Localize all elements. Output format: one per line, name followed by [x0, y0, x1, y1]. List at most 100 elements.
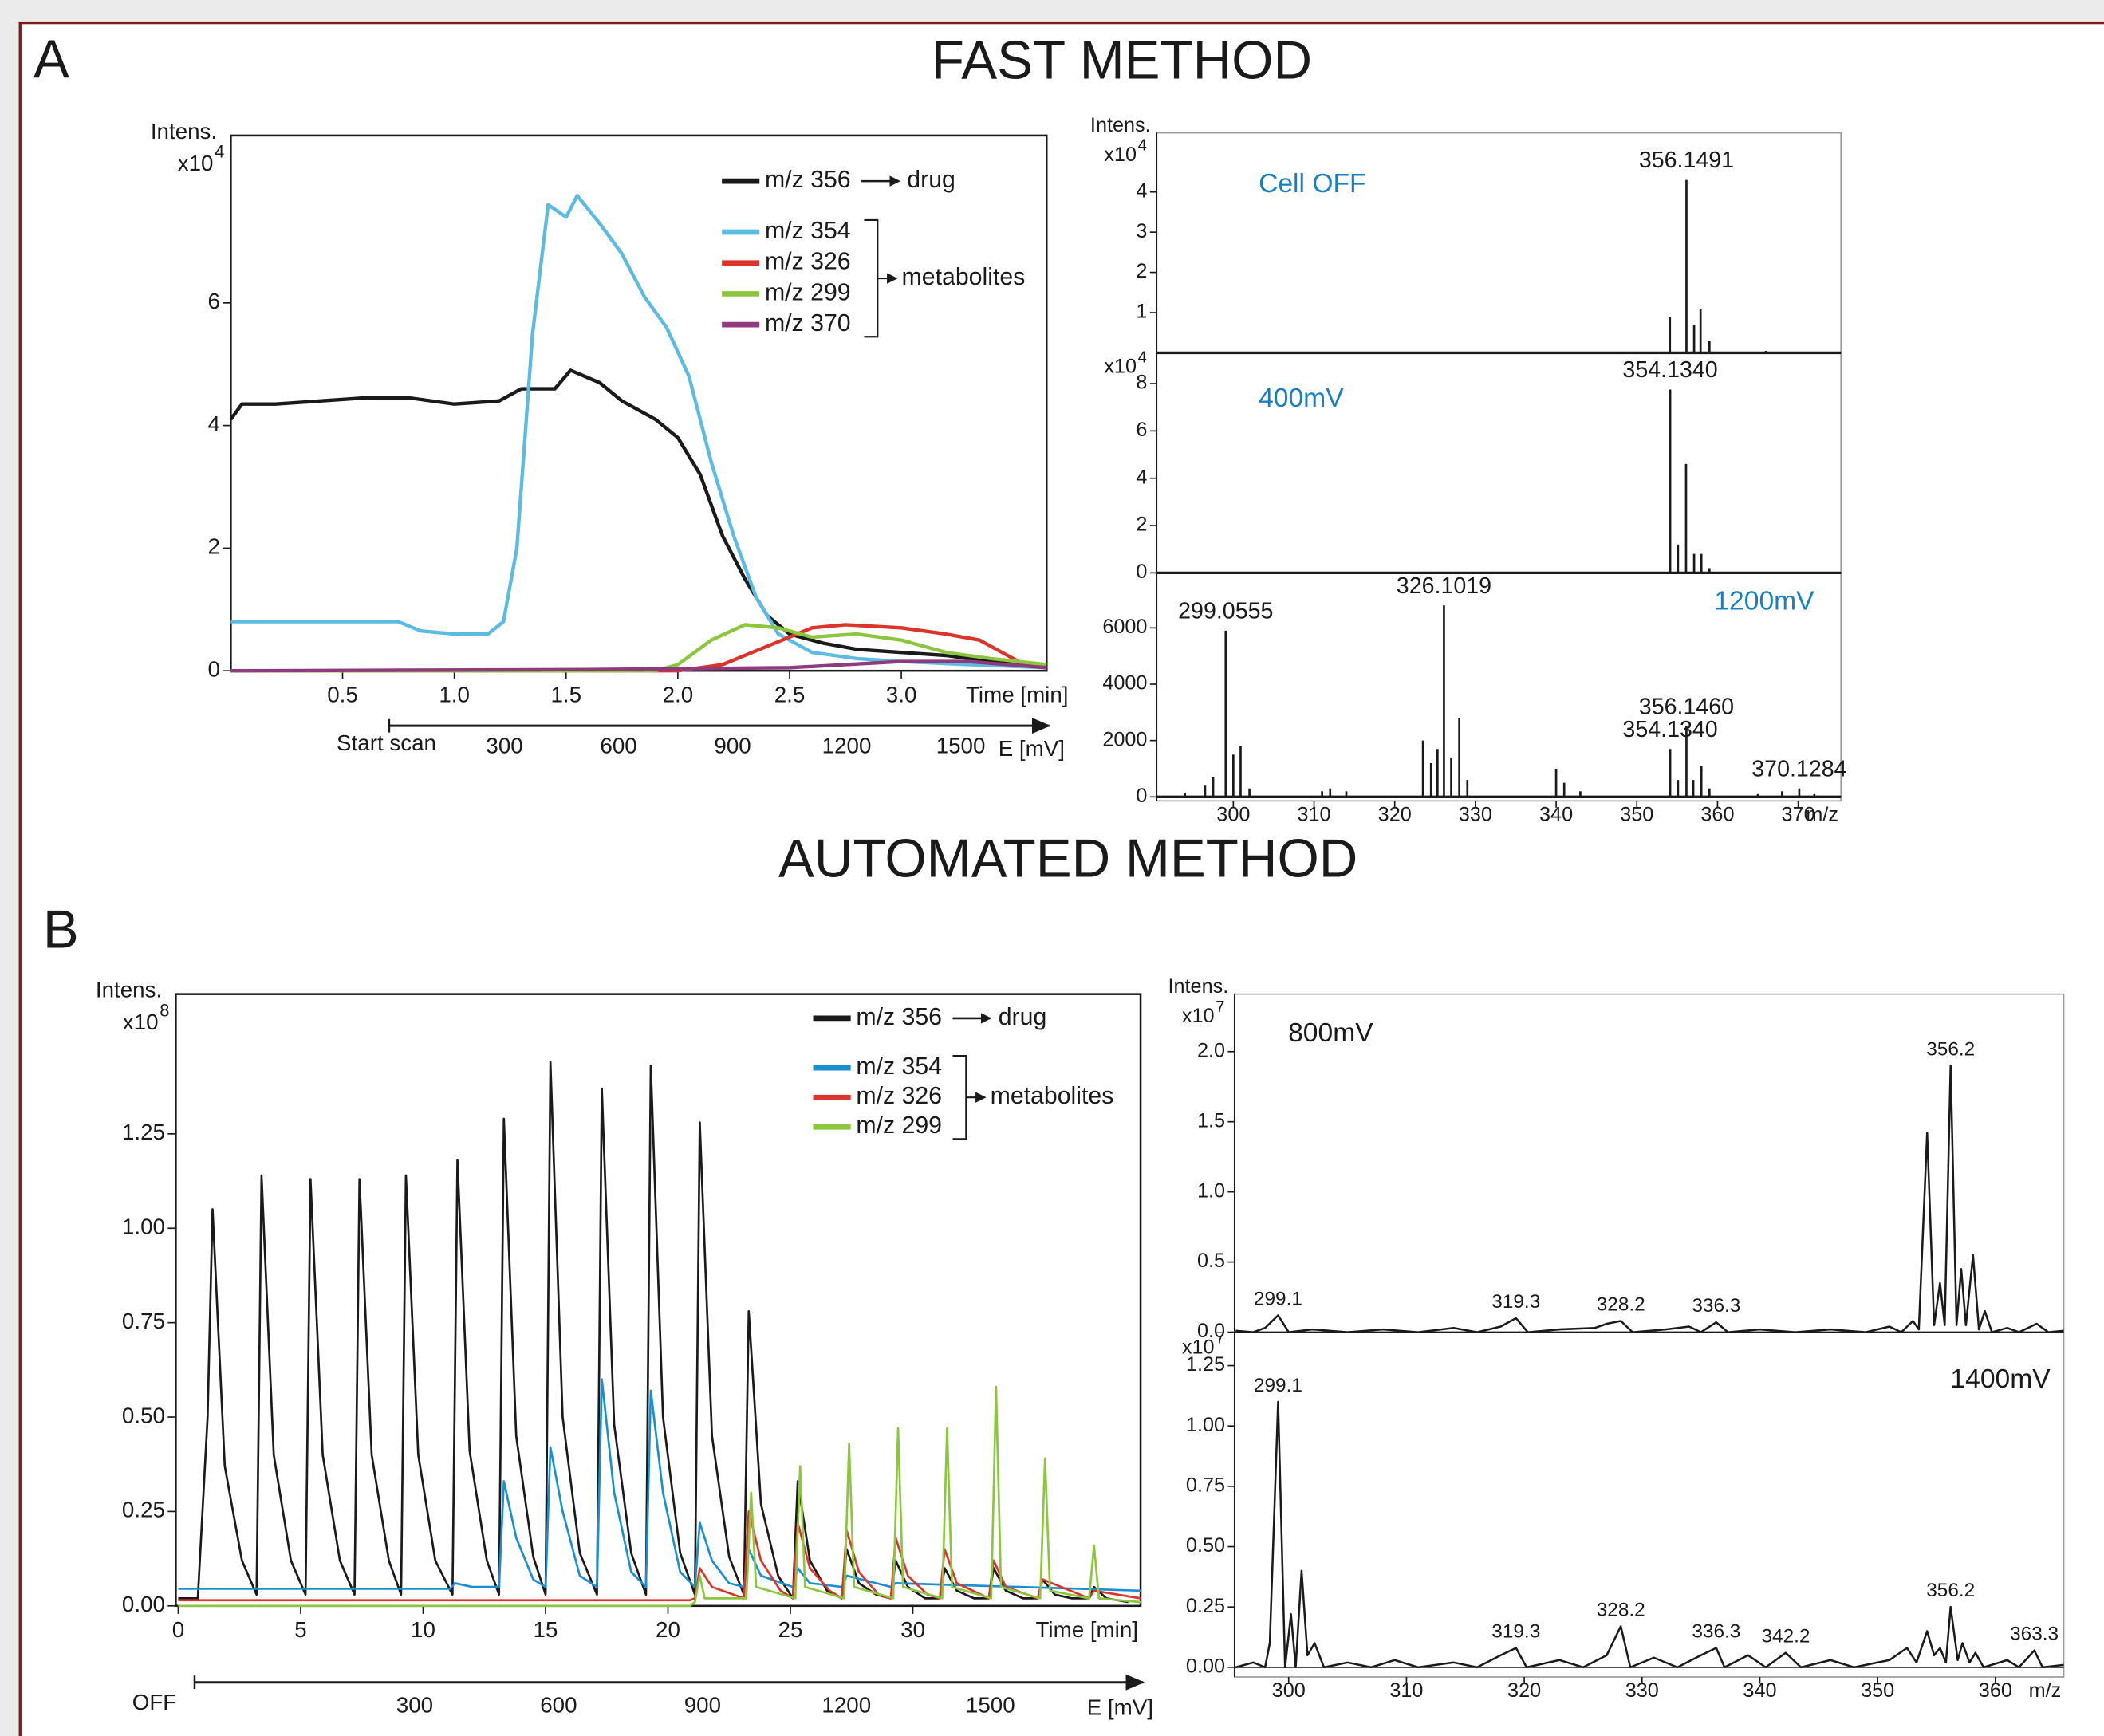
series-line [229, 368, 1047, 670]
x-tick-label: 320 [1378, 804, 1412, 826]
y-tick-label: 1.25 [122, 1120, 165, 1144]
y-scale: x10 [1182, 1005, 1215, 1027]
x-tick-label: 20 [656, 1617, 680, 1642]
x2-tick-label: 300 [486, 733, 522, 758]
y-tick-label: 2 [1136, 260, 1147, 282]
peak-label: 356.1491 [1639, 148, 1734, 173]
peak-label: 336.3 [1692, 1621, 1740, 1643]
pane-label: 1400mV [1950, 1364, 2051, 1394]
peak-label: 319.3 [1491, 1621, 1540, 1643]
y-tick-label: 0.0 [1197, 1320, 1225, 1342]
y-tick-label: 0.75 [1186, 1474, 1225, 1497]
x-tick-label: 3.0 [886, 682, 917, 707]
chart: 0 2 4 6 0.5 1.0 1.5 2.0 2.5 3.0 Time [min] Intens. x… [151, 119, 1069, 761]
y-tick-label: 0.75 [122, 1309, 165, 1333]
y-tick-label: 1.5 [1197, 1109, 1225, 1132]
legend-label: m/z 370 [765, 310, 851, 337]
y-scale: x10 [123, 1010, 159, 1034]
y-tick-label: 0.00 [122, 1592, 165, 1616]
y-scale: x10 [1182, 1336, 1215, 1358]
series-line [230, 623, 1047, 673]
y-tick-label: 2.0 [1197, 1039, 1225, 1061]
x-axis-label: Time [min] [966, 682, 1068, 707]
x2-axis-label: E [mV] [1087, 1695, 1153, 1720]
x2-tick-label: 300 [396, 1692, 433, 1717]
peak-label: 326.1019 [1397, 573, 1491, 599]
y-tick-label: 6000 [1102, 616, 1147, 638]
chart: 0.00 0.25 0.50 0.75 1.00 1.25 0 5 10 15 20 25 30 Time… [96, 978, 1153, 1720]
y-tick-label: 6 [207, 289, 219, 313]
series-line [230, 659, 1047, 673]
y-tick-label: 0.25 [1186, 1595, 1225, 1617]
x-axis-label: m/z [1806, 804, 1838, 826]
x-tick-label: 360 [1979, 1679, 2012, 1702]
peak-label: 299.0555 [1178, 599, 1273, 624]
y-tick-label: 0 [207, 657, 219, 682]
y-tick-label: 0 [1136, 785, 1147, 807]
legend-label: m/z 354 [856, 1053, 942, 1080]
panel-label: A [33, 30, 69, 89]
x-tick-label: 300 [1216, 804, 1250, 826]
pane-label: 800mV [1288, 1018, 1373, 1048]
x2-tick-label: 1500 [936, 733, 986, 758]
y-tick-label: 1.00 [122, 1214, 165, 1239]
pane-label: Cell OFF [1259, 169, 1366, 199]
y-tick-label: 4 [1136, 179, 1147, 202]
y-exponent: 8 [160, 1000, 169, 1020]
y-axis-label: Intens. [1168, 975, 1229, 998]
y-tick-label: 0 [1136, 561, 1147, 583]
spectrum-line [1235, 1065, 2064, 1333]
peak-label: 299.1 [1254, 1375, 1302, 1396]
y-tick-label: 1.00 [1186, 1414, 1225, 1436]
y-tick-label: 3 [1136, 220, 1147, 242]
peak-label: 370.1284 [1751, 756, 1846, 781]
y-tick-label: 2 [207, 534, 219, 559]
peak-label: 354.1340 [1622, 357, 1717, 383]
x2-tick-label: 1500 [966, 1692, 1015, 1717]
x-tick-label: 320 [1507, 1679, 1541, 1702]
x-tick-label: 1.5 [550, 682, 581, 707]
y-tick-label: 0.50 [1186, 1534, 1225, 1557]
x-tick-label: 5 [294, 1617, 306, 1642]
peak-label: 299.1 [1254, 1288, 1302, 1309]
series-line [178, 1385, 1141, 1608]
x-tick-label: 1.0 [439, 682, 470, 707]
legend-group-label: drug [907, 167, 955, 193]
legend-label: m/z 354 [765, 218, 851, 244]
series-line [178, 1061, 1129, 1604]
y-tick-label: 1.25 [1186, 1353, 1225, 1376]
peak-label: 363.3 [2010, 1624, 2059, 1645]
pane-label: 400mV [1259, 384, 1344, 413]
legend-label: m/z 299 [765, 279, 851, 305]
peak-label: 354.1340 [1622, 717, 1717, 742]
y-scale: x10 [1104, 144, 1137, 166]
y-axis-label: Intens. [96, 978, 162, 1002]
y-scale: x10 [178, 151, 214, 175]
x-tick-label: 350 [1620, 804, 1653, 826]
legend-label: m/z 299 [856, 1112, 942, 1139]
y-exponent: 4 [1138, 137, 1147, 155]
peak-label: 319.3 [1491, 1291, 1540, 1313]
x-tick-label: 340 [1539, 804, 1573, 826]
x-tick-label: 330 [1459, 804, 1492, 826]
y-axis-label: Intens. [151, 119, 217, 144]
x2-tick-label: 600 [600, 733, 636, 758]
y-tick-label: 0.5 [1197, 1250, 1225, 1272]
chart: 300 310 320 330 340 350 360 m/z 0.0 0.5 1.0 1.5 2.0 I… [1168, 975, 2065, 1702]
y-exponent: 7 [1216, 998, 1224, 1016]
x-tick-label: 330 [1625, 1679, 1659, 1702]
y-scale: x10 [1104, 356, 1137, 378]
legend-label: m/z 356 [765, 167, 851, 193]
panel-label: B [43, 900, 79, 960]
series-line [178, 1510, 1141, 1602]
peak-label: 356.2 [1926, 1038, 1975, 1060]
x-tick-label: 310 [1297, 804, 1330, 826]
x2-tick-label: 1200 [822, 733, 872, 758]
y-tick-label: 1 [1136, 301, 1147, 323]
peak-label: 328.2 [1597, 1599, 1645, 1620]
x-tick-label: 310 [1389, 1679, 1423, 1702]
spectrum-line [1235, 1400, 2064, 1669]
legend-group-label: metabolites [902, 264, 1026, 290]
x-tick-label: 30 [900, 1617, 925, 1642]
x-tick-label: 15 [534, 1617, 558, 1642]
